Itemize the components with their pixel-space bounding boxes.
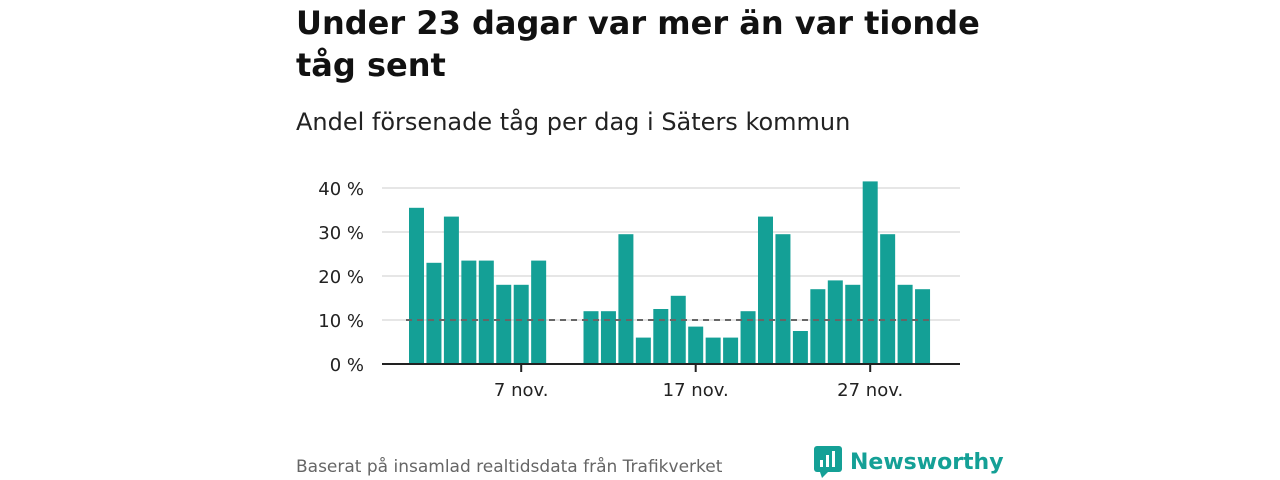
bar: [758, 216, 773, 364]
bar: [583, 311, 599, 364]
x-tick-label: 27 nov.: [837, 380, 903, 401]
bar-chart: 0 % 10 % 20 % 30 % 40 % 7 nov. 17 nov. 27 nov.: [318, 179, 960, 401]
bar: [775, 234, 791, 364]
bar: [915, 289, 931, 364]
bar: [653, 309, 669, 364]
bar: [618, 234, 634, 364]
y-tick-label: 10 %: [318, 311, 364, 332]
bar: [513, 284, 529, 364]
bars: [409, 181, 931, 364]
bar: [827, 280, 843, 364]
bar: [723, 337, 739, 364]
bar: [409, 207, 424, 364]
bar: [880, 234, 896, 364]
chart-title: Under 23 dagar var mer än var tionde tåg…: [296, 4, 980, 84]
chart-subtitle: Andel försenade tåg per dag i Säters kom…: [296, 108, 851, 136]
bar: [443, 216, 459, 364]
newsworthy-logo-icon: [814, 446, 842, 478]
bar: [461, 260, 477, 364]
y-tick-label: 30 %: [318, 223, 364, 244]
bar: [496, 284, 512, 364]
bar: [740, 311, 756, 364]
bar: [600, 311, 616, 364]
y-tick-label: 40 %: [318, 179, 364, 200]
bar: [531, 260, 547, 364]
bar: [478, 260, 494, 364]
brand-name: Newsworthy: [850, 449, 1004, 475]
bar: [635, 337, 651, 364]
bar: [845, 284, 861, 364]
bar: [426, 262, 442, 364]
y-axis-tick-labels: 0 % 10 % 20 % 30 % 40 %: [318, 179, 364, 376]
bar: [810, 289, 826, 364]
y-tick-label: 0 %: [330, 355, 364, 376]
x-axis: 7 nov. 17 nov. 27 nov.: [382, 363, 960, 401]
y-tick-label: 20 %: [318, 267, 364, 288]
brand-logo: Newsworthy: [814, 446, 1004, 478]
bar: [792, 331, 808, 364]
x-tick-label: 17 nov.: [663, 380, 729, 401]
source-note: Baserat på insamlad realtidsdata från Tr…: [296, 457, 723, 477]
bar: [688, 326, 704, 364]
bar: [705, 337, 721, 364]
bar: [670, 295, 686, 364]
bar: [897, 284, 913, 364]
bar: [862, 181, 878, 364]
x-tick-label: 7 nov.: [494, 380, 549, 401]
